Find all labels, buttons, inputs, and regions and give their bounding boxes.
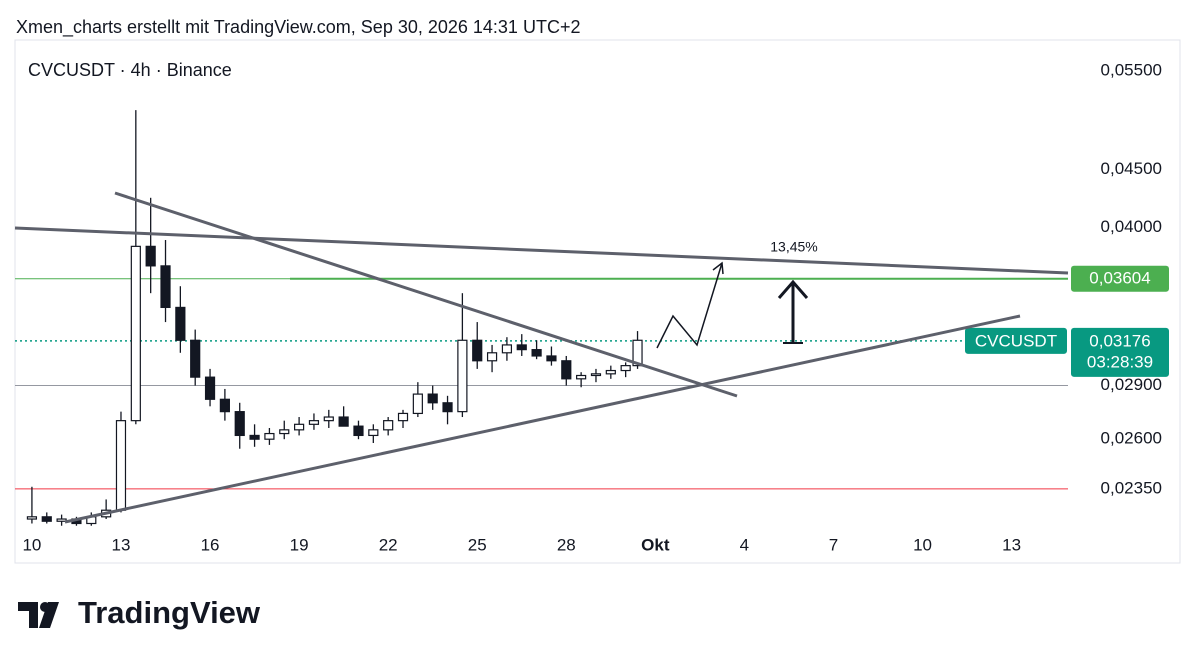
candle-body <box>234 411 245 437</box>
candle-body <box>279 429 290 435</box>
candle-body <box>338 416 349 427</box>
logo: TradingView <box>18 595 261 630</box>
candle-body <box>457 339 468 413</box>
candle-body <box>26 516 38 520</box>
candle-body <box>546 355 557 362</box>
candle-body <box>175 306 186 341</box>
price-label: 0,03176 <box>1089 331 1150 350</box>
candle-body <box>576 374 587 380</box>
candle-body <box>590 373 602 377</box>
countdown: 03:28:39 <box>1087 352 1153 371</box>
y-tick-label: 0,02900 <box>1101 375 1162 394</box>
candle-body <box>620 365 631 372</box>
x-tick-label: 4 <box>740 535 749 554</box>
logo-dot <box>40 602 50 612</box>
candle-body <box>264 432 275 440</box>
price-box <box>1071 327 1169 377</box>
candle-body <box>56 518 67 522</box>
x-tick-label: 16 <box>201 535 220 554</box>
projection-arrow <box>656 262 723 349</box>
price-label: 0,03604 <box>1089 268 1150 287</box>
y-tick-label: 0,05500 <box>1101 61 1162 80</box>
annotation: 13,45% <box>770 239 817 255</box>
x-tick-label: 28 <box>557 535 576 554</box>
candle-body <box>561 360 572 380</box>
candle-body <box>531 349 542 357</box>
candle-body <box>41 516 52 522</box>
trendline <box>14 226 1069 275</box>
arrow-head <box>777 279 809 299</box>
candle-body <box>427 393 438 404</box>
candle-body <box>605 369 616 375</box>
candle-body <box>383 420 394 431</box>
candle-body <box>204 376 216 400</box>
trendline <box>114 191 738 398</box>
trendline <box>64 314 1021 524</box>
candle-body <box>160 265 171 309</box>
candle-body <box>145 245 156 267</box>
chart-frame <box>14 39 1181 564</box>
candle-body <box>353 425 364 437</box>
y-tick-label: 0,02600 <box>1101 429 1162 448</box>
logo-icon <box>18 602 59 628</box>
symbol-label: CVCUSDT <box>975 331 1057 350</box>
x-tick-label: 22 <box>379 535 398 554</box>
x-tick-label: 10 <box>22 535 41 554</box>
y-tick-label: 0,04500 <box>1101 159 1162 178</box>
arrow-head <box>712 261 724 275</box>
candle-body <box>632 339 643 367</box>
brand: TradingView <box>78 595 261 630</box>
x-tick-label: 10 <box>913 535 932 554</box>
candle-body <box>308 420 320 425</box>
x-tick-label: 25 <box>468 535 487 554</box>
candle-body <box>397 412 409 422</box>
x-tick-label: 7 <box>829 535 838 554</box>
candle-body <box>412 393 423 415</box>
x-tick-label: 13 <box>1002 535 1021 554</box>
candle-body <box>190 339 201 378</box>
candle-body <box>249 434 260 440</box>
candle-body <box>486 352 498 362</box>
candle-body <box>368 429 379 437</box>
x-tick-label: 13 <box>112 535 131 554</box>
plot: 0,05500 0,04500 0,04000 0,02900 0,02600 0,023… <box>15 61 1169 554</box>
x-tick-label: Okt <box>641 535 670 554</box>
candle-body <box>115 420 127 511</box>
y-tick-label: 0,04000 <box>1101 217 1162 236</box>
candle-body <box>130 245 141 422</box>
price-box <box>1071 265 1169 292</box>
y-tick-label: 0,02350 <box>1101 478 1162 497</box>
candle-body <box>323 416 334 422</box>
header: Xmen_charts erstellt mit TradingView.com… <box>16 17 580 38</box>
x-tick-label: 19 <box>290 535 309 554</box>
symbol-title: CVCUSDT · 4h · Binance <box>28 60 232 80</box>
candle-body <box>219 398 230 413</box>
candle-body <box>442 402 453 413</box>
symbol-box <box>965 327 1067 354</box>
candle-body <box>294 423 305 431</box>
drawings <box>14 191 1069 524</box>
candle-body <box>501 344 513 354</box>
candle-body <box>516 344 527 351</box>
candle-body <box>472 339 483 362</box>
